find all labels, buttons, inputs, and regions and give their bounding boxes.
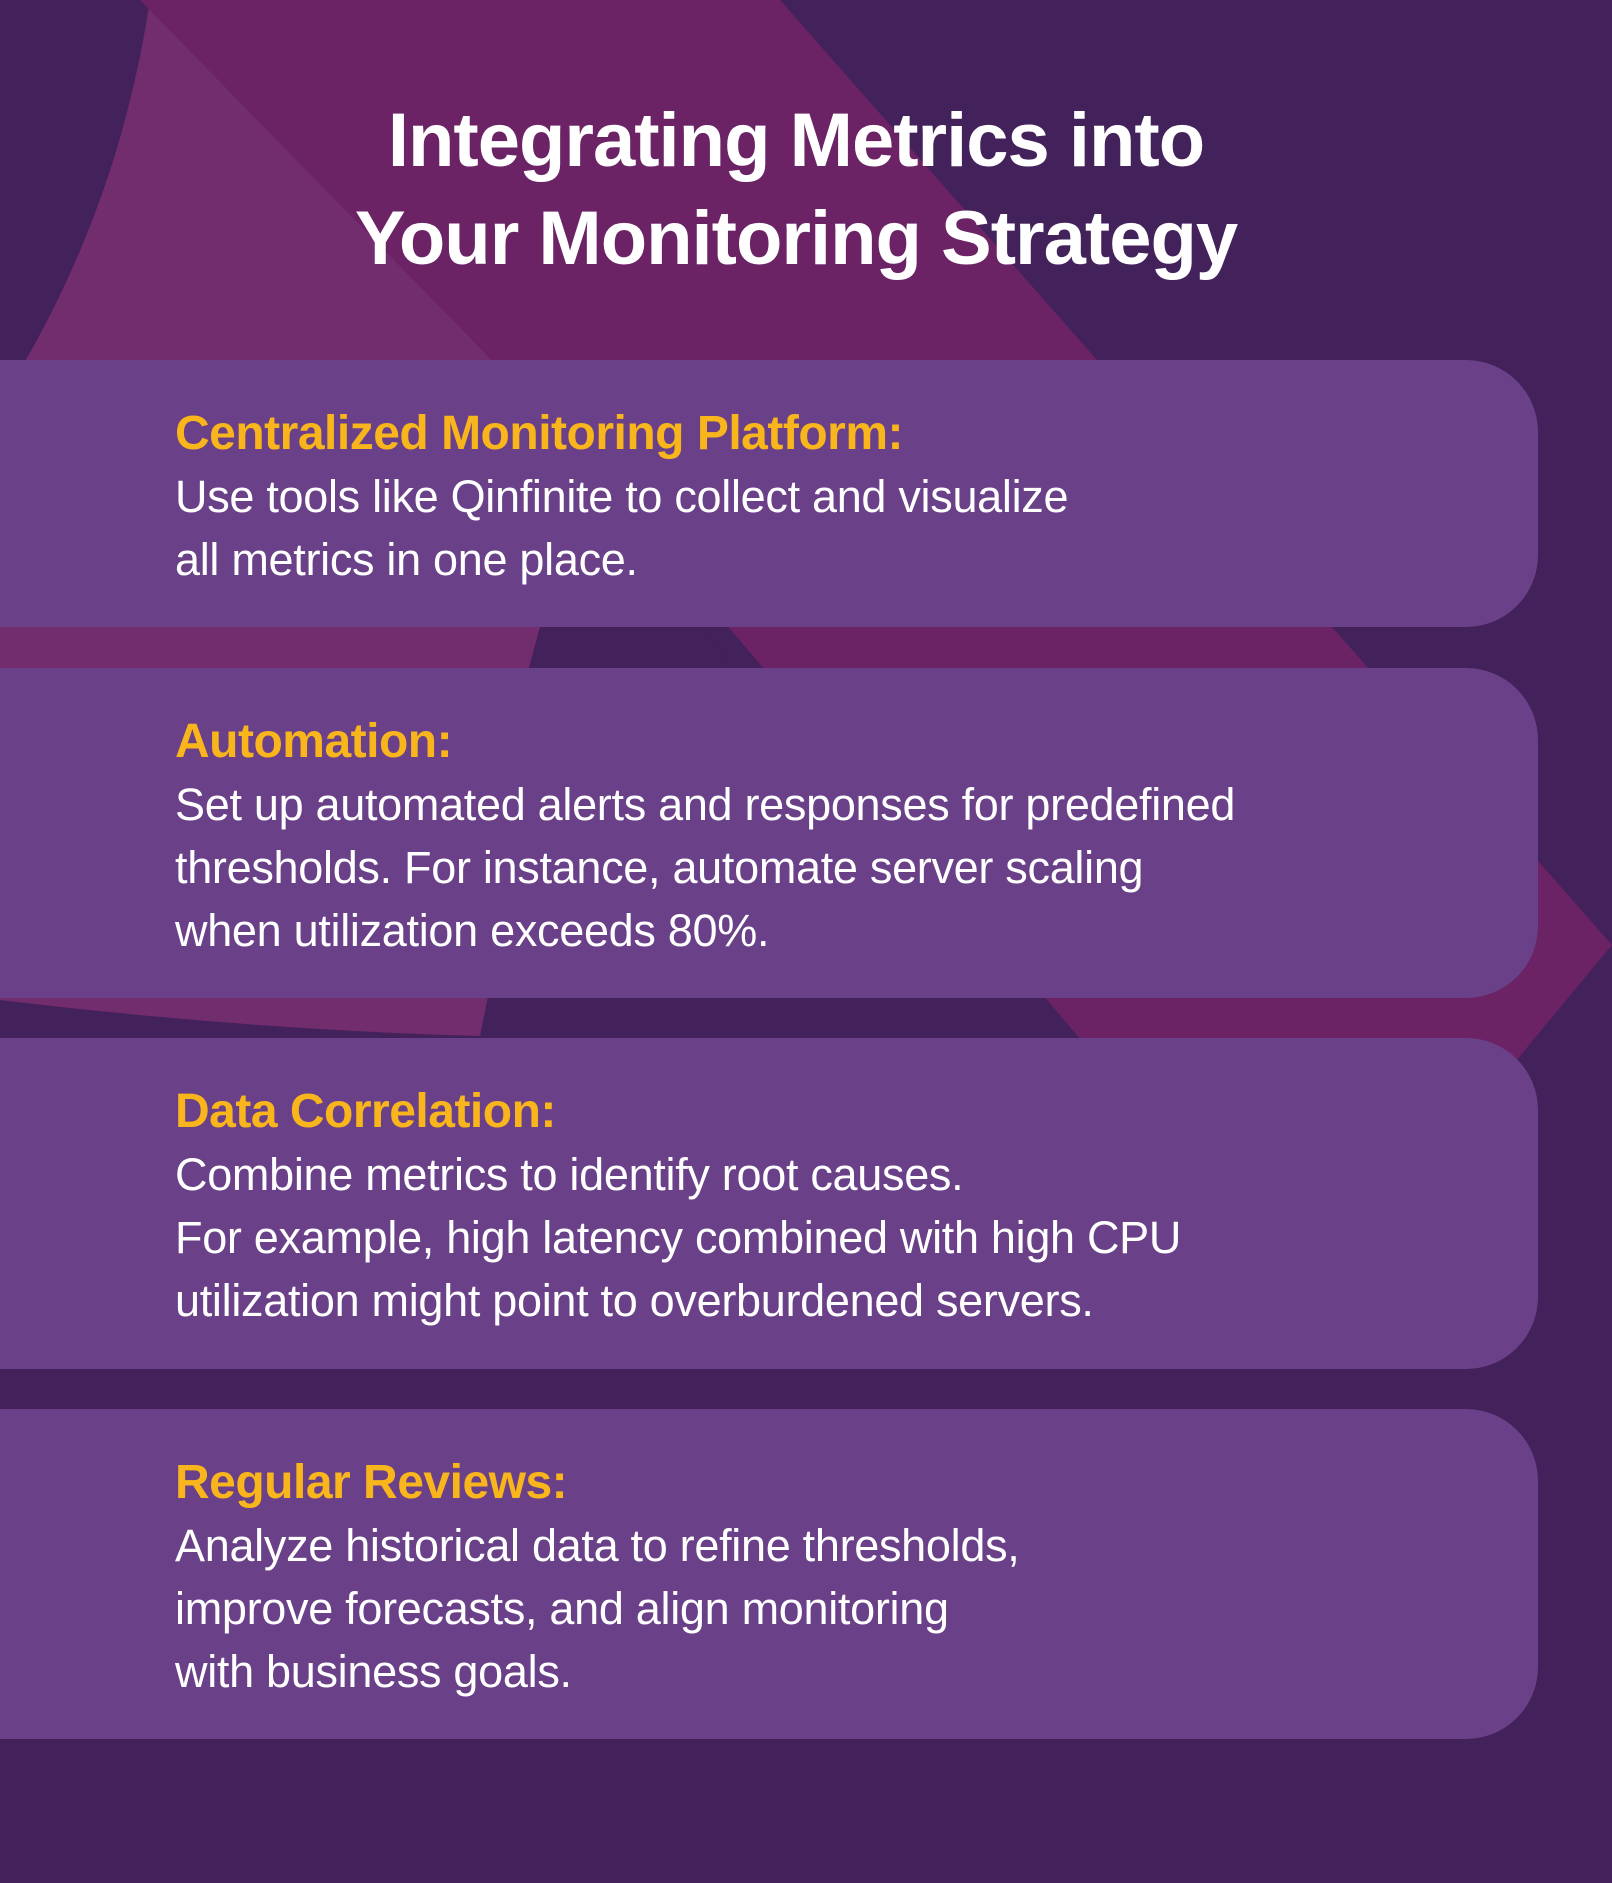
- section-body: Combine metrics to identify root causes.…: [175, 1149, 1182, 1326]
- section-heading: Automation:: [175, 715, 453, 768]
- section-card-data-correlation: Data Correlation: Combine metrics to ide…: [0, 1038, 1538, 1369]
- section-heading: Centralized Monitoring Platform:: [175, 407, 904, 460]
- section-card-regular-reviews: Regular Reviews: Analyze historical data…: [0, 1409, 1538, 1739]
- section-card-centralized-monitoring: Centralized Monitoring Platform: Use too…: [0, 360, 1538, 627]
- section-heading: Data Correlation:: [175, 1085, 556, 1138]
- page-title: Integrating Metrics into Your Monitoring…: [0, 92, 1592, 288]
- section-body: Set up automated alerts and responses fo…: [175, 779, 1236, 956]
- section-heading: Regular Reviews:: [175, 1456, 568, 1509]
- section-card-automation: Automation: Set up automated alerts and …: [0, 668, 1538, 998]
- title-line-1: Integrating Metrics into: [387, 98, 1205, 183]
- section-body: Analyze historical data to refine thresh…: [175, 1520, 1020, 1697]
- section-body: Use tools like Qinfinite to collect and …: [175, 471, 1069, 585]
- title-line-2: Your Monitoring Strategy: [354, 196, 1238, 281]
